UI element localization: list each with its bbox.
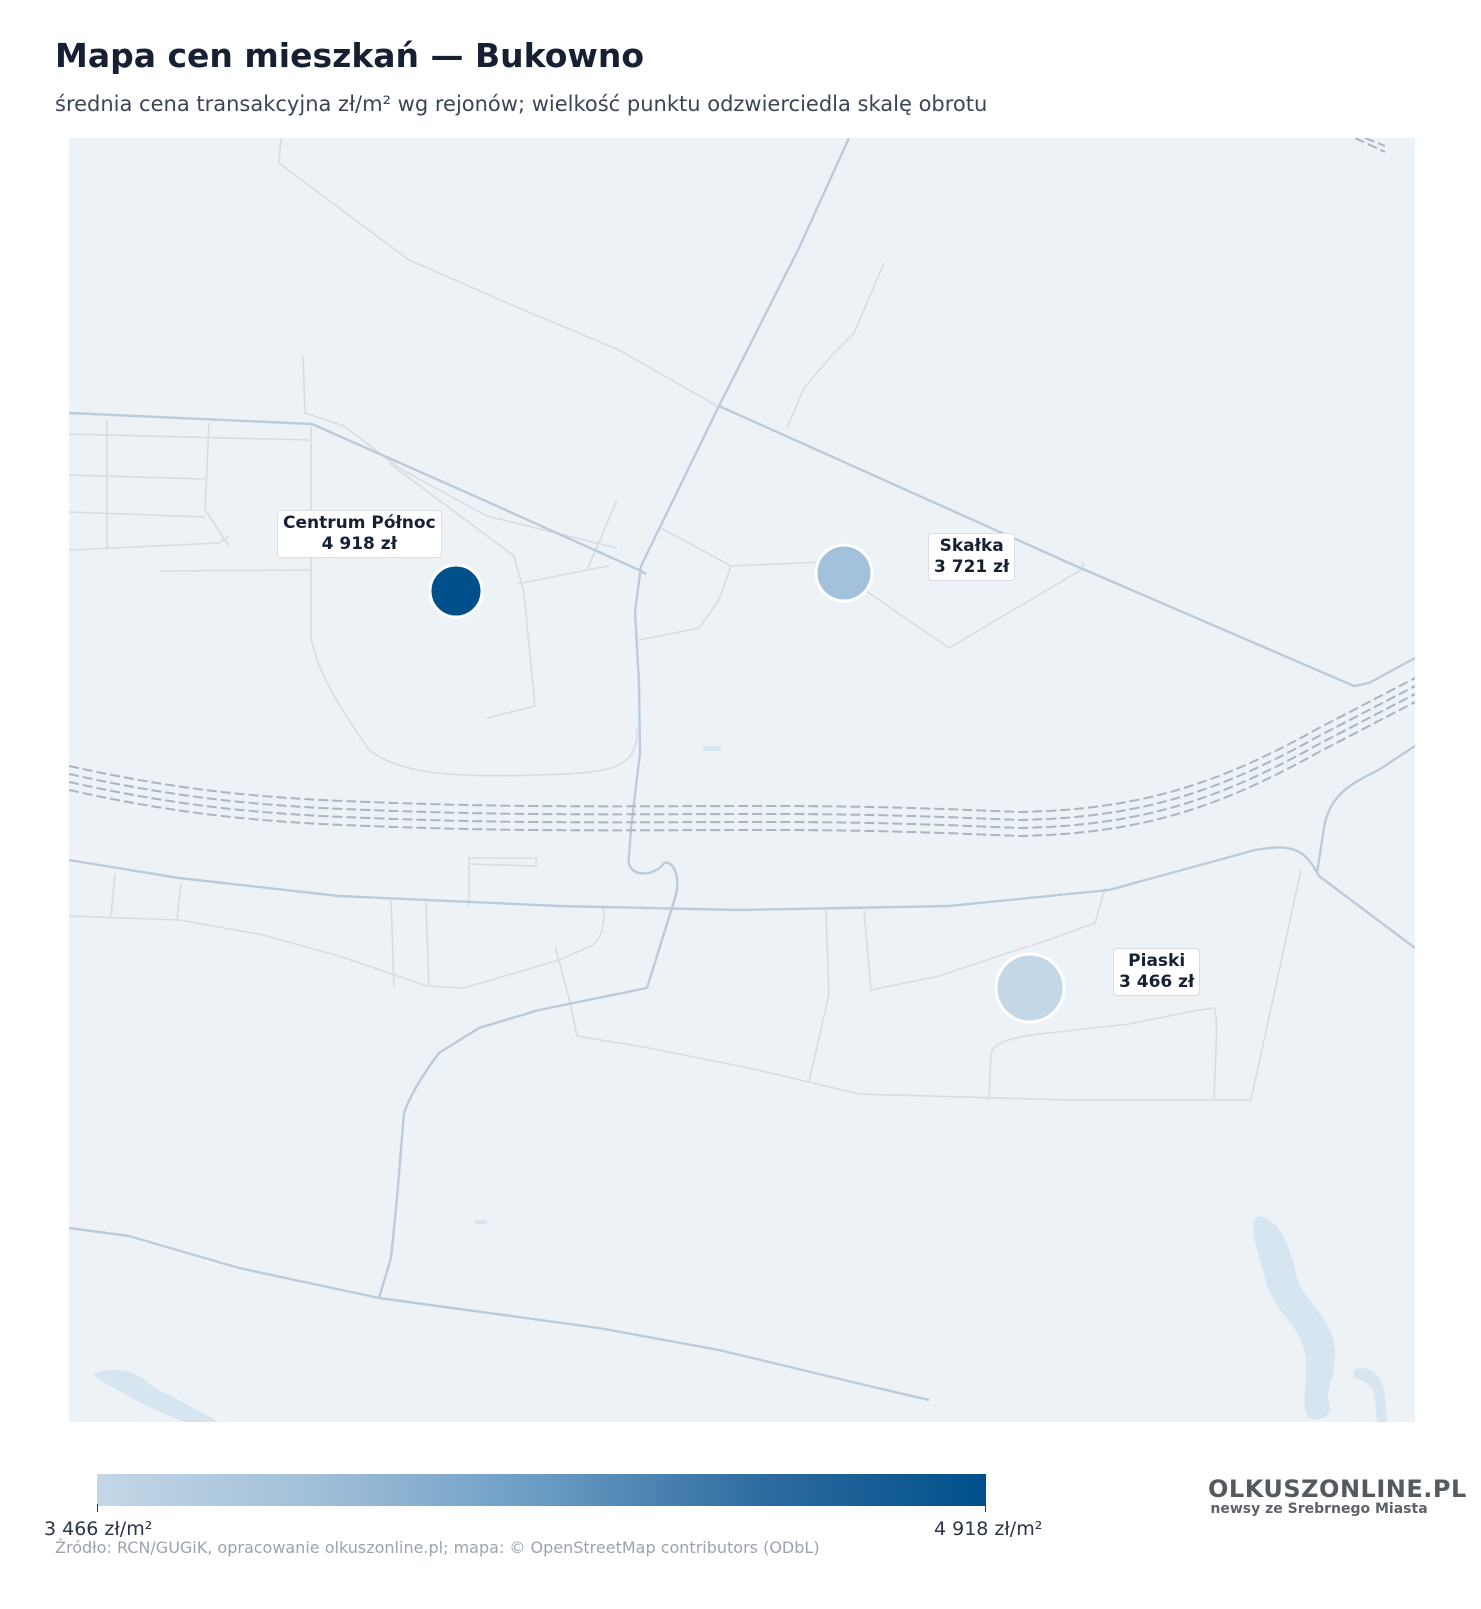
railway-track [69, 693, 1415, 830]
map-title: Mapa cen mieszkań — Bukowno [55, 36, 645, 75]
minor-road [808, 909, 830, 1083]
marker-piaski[interactable] [994, 952, 1066, 1024]
minor-road [69, 535, 230, 551]
district-name: Centrum Północ [283, 513, 436, 533]
water-small-2 [475, 1220, 487, 1224]
minor-road [638, 565, 732, 641]
minor-road [110, 873, 116, 917]
source-note: Źródło: RCN/GUGiK, opracowanie olkuszonl… [55, 1538, 820, 1557]
railway-track [1354, 138, 1386, 153]
main-road-southern-belt [69, 846, 1415, 949]
minor-road [69, 905, 605, 989]
minor-road [388, 462, 536, 719]
map-subtitle: średnia cena transakcyjna zł/m² wg rejon… [55, 92, 988, 116]
minor-road [554, 945, 1251, 1101]
minor-road [158, 569, 312, 572]
color-scale-bar [97, 1474, 986, 1506]
basemap [69, 138, 1415, 1422]
marker-centrum-polnoc[interactable] [428, 563, 484, 619]
minor-road [204, 422, 230, 547]
minor-road [425, 901, 430, 987]
logo-tagline: newsy ze Srebrnego Miasta [1210, 1501, 1428, 1517]
district-name: Skałka [939, 536, 1004, 556]
water-pond-west [93, 1369, 219, 1422]
minor-road [176, 883, 182, 921]
minor-road [69, 511, 206, 518]
minor-road [516, 565, 610, 585]
price-markers [428, 543, 1066, 1024]
minor-road [69, 474, 206, 480]
minor-road [390, 899, 395, 987]
railway-track [69, 685, 1415, 822]
water-stream-east [1252, 1216, 1336, 1420]
legend-tick-min [97, 1504, 98, 1512]
label-centrum-polnoc: Centrum Północ 4 918 zł [277, 510, 442, 558]
main-road-north-south [627, 138, 851, 989]
district-price: 4 918 zł [321, 534, 398, 554]
railway-track [69, 677, 1415, 814]
map-canvas[interactable]: Centrum Północ 4 918 zł Skałka 3 721 zł … [69, 138, 1415, 1422]
water-areas [93, 746, 1387, 1422]
main-road-east-branch [1315, 744, 1415, 874]
minor-road [586, 499, 618, 571]
publisher-logo[interactable]: OLKUSZONLINE.PL newsy ze Srebrnego Miast… [1208, 1475, 1467, 1517]
minor-road [660, 527, 1085, 649]
label-skalka: Skałka 3 721 zł [928, 533, 1016, 581]
water-pond-east [1353, 1368, 1387, 1422]
main-road-east [718, 404, 1415, 688]
main-road-south [69, 1226, 930, 1402]
minor-road [786, 262, 885, 429]
minor-road-loop [310, 426, 638, 777]
main-road-southwest [377, 986, 648, 1299]
main-roads [69, 138, 1415, 1402]
logo-name: OLKUSZONLINE.PL [1208, 1475, 1467, 1503]
minor-road [278, 138, 718, 407]
minor-road-parking [468, 857, 537, 867]
minor-road [302, 355, 618, 549]
district-name: Piaski [1128, 951, 1186, 971]
legend-min-label: 3 466 zł/m² [44, 1518, 153, 1540]
legend-max-label: 4 918 zł/m² [934, 1518, 1043, 1540]
district-price: 3 721 zł [934, 557, 1010, 577]
minor-road [1030, 887, 1106, 947]
district-price: 3 466 zł [1119, 972, 1195, 992]
label-piaski: Piaski 3 466 zł [1113, 948, 1201, 996]
legend-tick-max [985, 1504, 986, 1512]
marker-skalka[interactable] [814, 543, 874, 603]
water-small-1 [703, 746, 721, 751]
minor-road [863, 909, 1030, 991]
minor-road [988, 1007, 1218, 1101]
minor-road [1250, 869, 1302, 1101]
minor-road [69, 433, 310, 441]
railway-tracks [69, 138, 1415, 838]
railway-track [1364, 138, 1386, 147]
railway-track [69, 701, 1415, 838]
